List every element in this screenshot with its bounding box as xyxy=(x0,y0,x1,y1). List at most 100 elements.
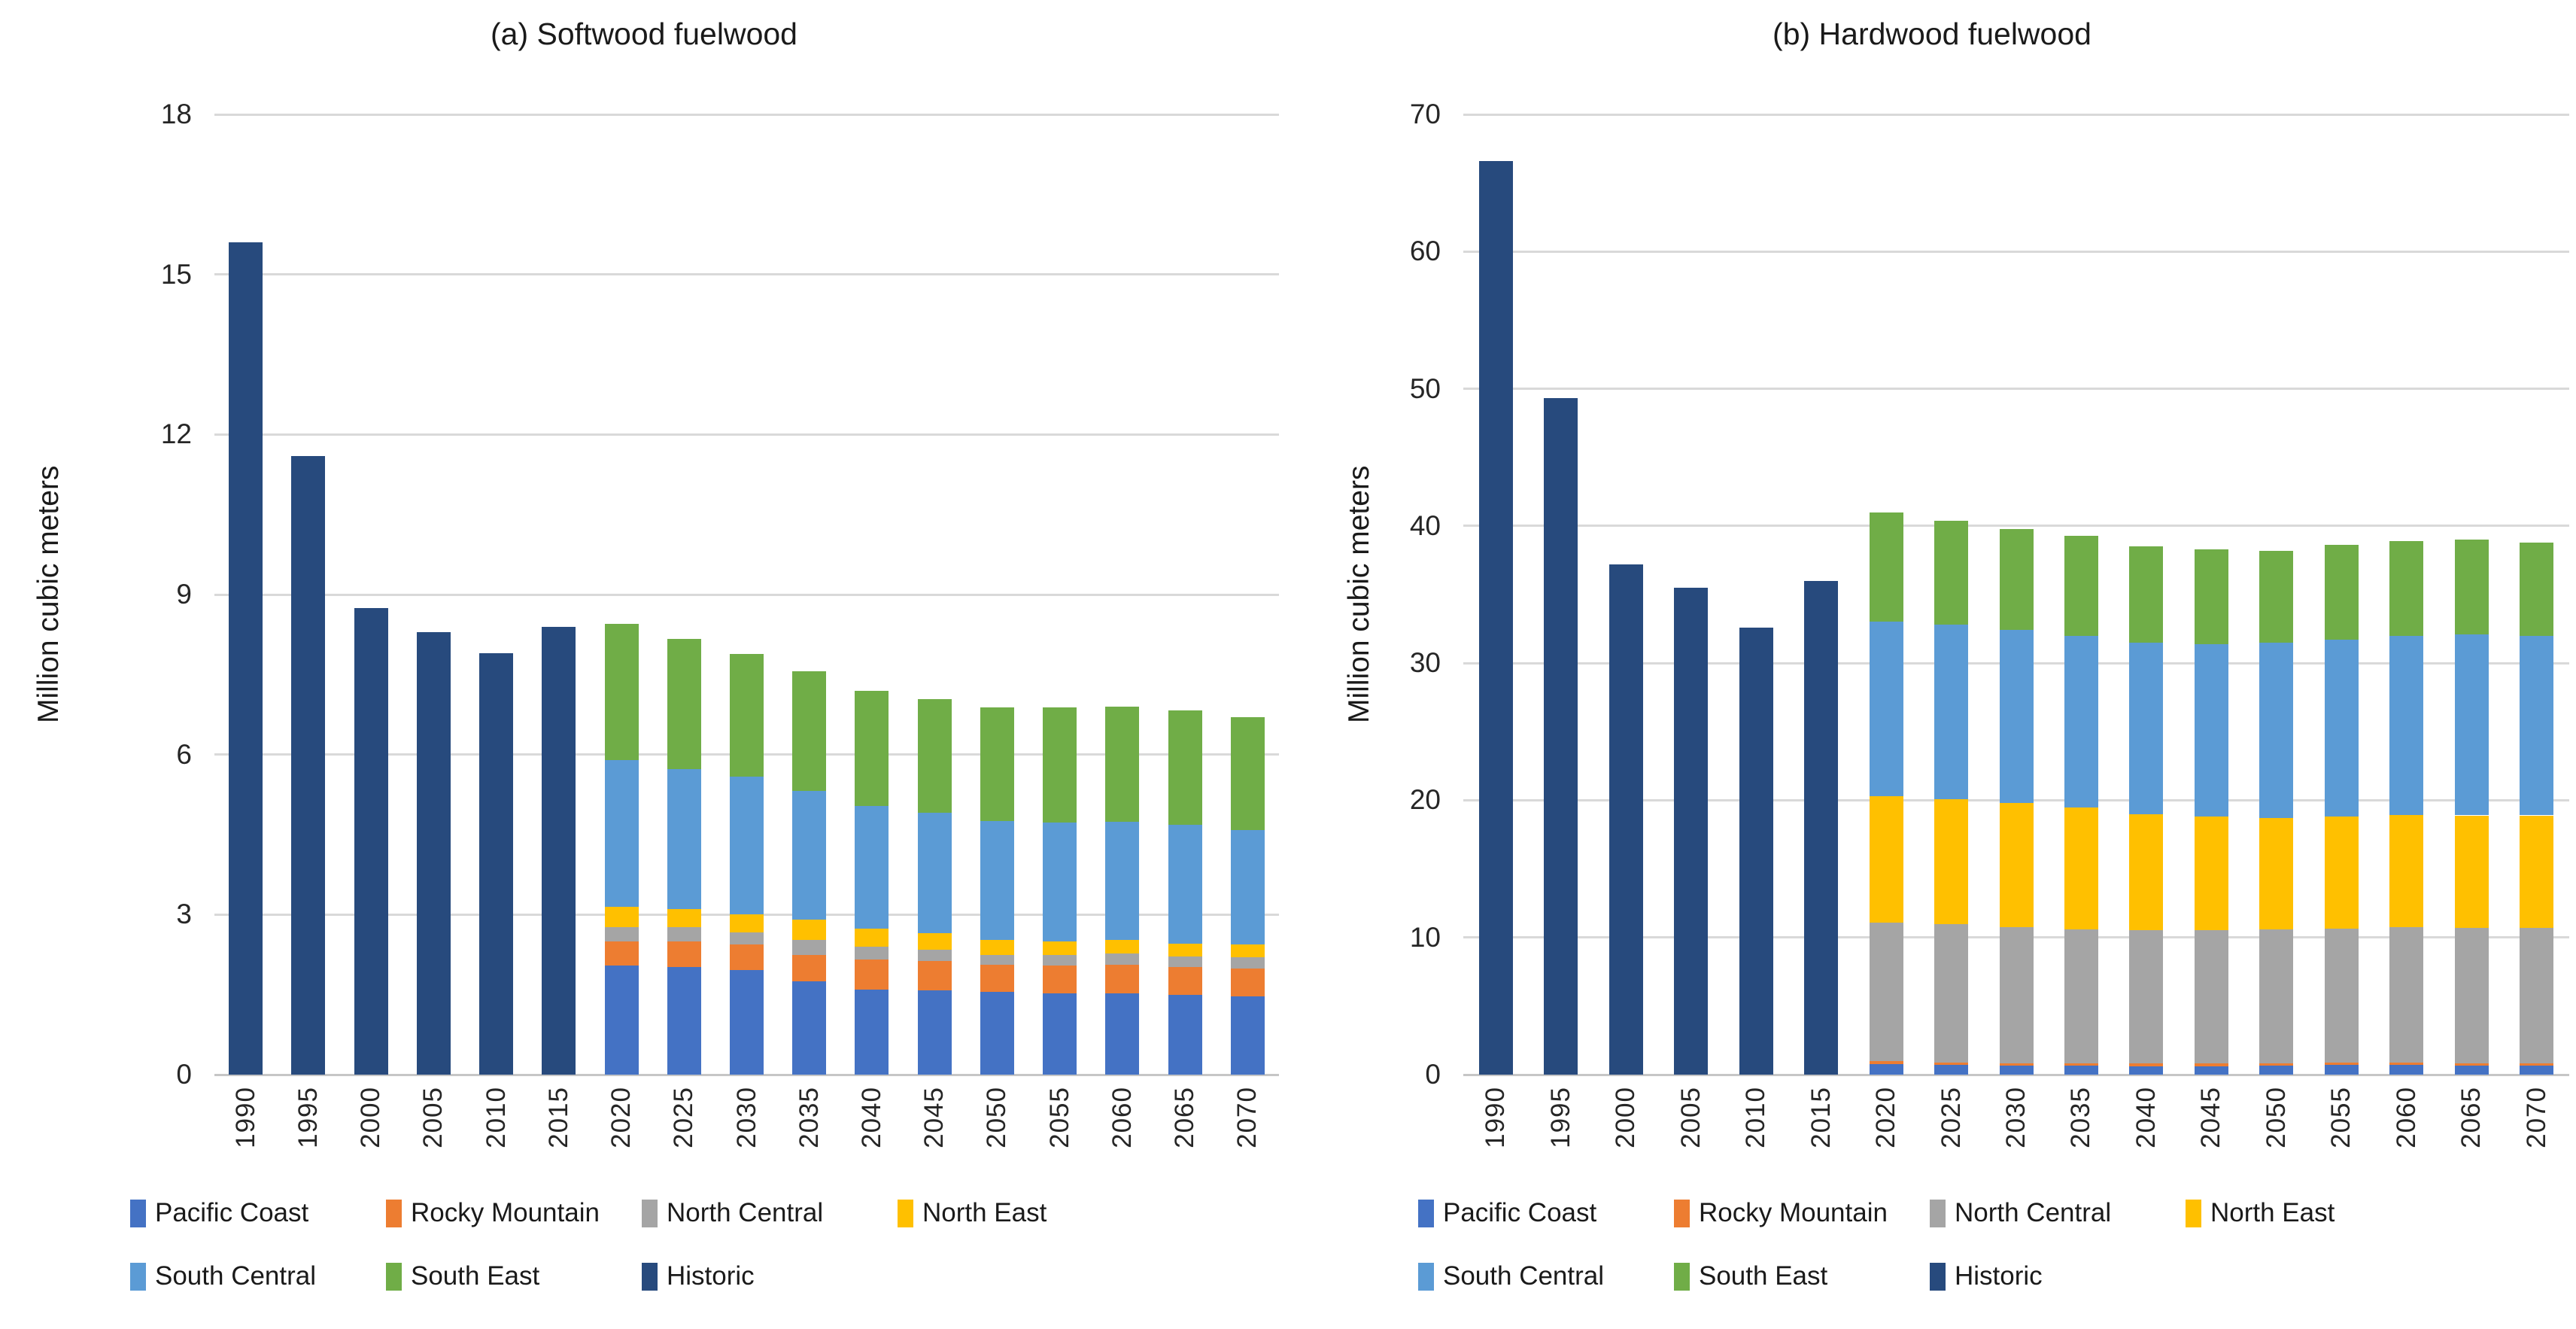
bar-segment-north-central-2045 xyxy=(2195,930,2228,1064)
x-axis-label-2005: 2005 xyxy=(1676,1087,1706,1148)
bar-segment-south-east-2065 xyxy=(2455,540,2489,634)
bar-segment-south-east-2060 xyxy=(2389,540,2423,636)
bar-segment-south-east-2025 xyxy=(667,638,701,769)
bar-segment-south-central-2055 xyxy=(2325,640,2359,817)
gridline-60 xyxy=(1463,251,2569,253)
bar-segment-south-central-2050 xyxy=(980,820,1014,941)
bar-segment-rocky-mountain-2050 xyxy=(2259,1063,2293,1066)
legend-item-rocky-mountain: Rocky Mountain xyxy=(386,1198,600,1228)
legend-item-north-central: North Central xyxy=(642,1198,823,1228)
bar-segment-pacific-coast-2025 xyxy=(667,966,701,1075)
legend-label-north-central: North Central xyxy=(667,1198,824,1227)
legend-swatch-north-east xyxy=(898,1199,913,1227)
legend-swatch-rocky-mountain xyxy=(386,1199,402,1227)
bar-segment-historic-1990 xyxy=(229,242,263,1075)
bar-segment-pacific-coast-2055 xyxy=(2325,1065,2359,1075)
legend-label-south-central: South Central xyxy=(155,1261,317,1291)
bar-segment-rocky-mountain-2060 xyxy=(2389,1062,2423,1066)
bar-segment-south-east-2050 xyxy=(980,707,1014,821)
x-axis-label-2045: 2045 xyxy=(2196,1087,2225,1148)
bar-segment-north-central-2050 xyxy=(2259,929,2293,1063)
bar-segment-south-east-2070 xyxy=(2520,542,2553,636)
legend-label-north-east: North East xyxy=(922,1198,1047,1227)
bar-segment-north-east-2065 xyxy=(2455,815,2489,928)
bar-segment-south-central-2070 xyxy=(1231,829,1265,945)
bar-segment-pacific-coast-2050 xyxy=(980,992,1014,1075)
legend-swatch-south-central xyxy=(130,1262,146,1291)
legend-swatch-south-east xyxy=(1674,1262,1690,1291)
legend-label-north-east: North East xyxy=(2210,1198,2335,1227)
x-axis-label-2065: 2065 xyxy=(2456,1087,2486,1148)
bar-segment-north-east-2035 xyxy=(792,920,826,940)
bar-segment-pacific-coast-2050 xyxy=(2259,1066,2293,1075)
x-axis-label-2020: 2020 xyxy=(1871,1087,1900,1148)
legend-swatch-historic xyxy=(1930,1262,1946,1291)
bar-segment-pacific-coast-2030 xyxy=(2000,1066,2034,1075)
bar-segment-pacific-coast-2040 xyxy=(2129,1066,2163,1075)
bar-segment-north-east-2065 xyxy=(1168,943,1202,957)
bar-segment-rocky-mountain-2070 xyxy=(1231,968,1265,996)
y-tick-label-15: 15 xyxy=(160,259,192,290)
bar-segment-pacific-coast-2025 xyxy=(1934,1065,1968,1075)
x-axis-label-2025: 2025 xyxy=(669,1087,698,1148)
legend-item-north-east: North East xyxy=(2186,1198,2334,1228)
bar-segment-north-central-2060 xyxy=(2389,927,2423,1063)
y-tick-label-50: 50 xyxy=(1409,373,1441,404)
bar-segment-south-central-2045 xyxy=(918,812,952,934)
bar-segment-south-central-2050 xyxy=(2259,642,2293,819)
x-axis-label-2030: 2030 xyxy=(732,1087,761,1148)
bar-segment-pacific-coast-2070 xyxy=(2520,1066,2553,1075)
legend-label-north-central: North Central xyxy=(1955,1198,2112,1227)
bar-segment-rocky-mountain-2055 xyxy=(1043,965,1077,994)
bar-segment-rocky-mountain-2065 xyxy=(2455,1063,2489,1066)
plot-area-hardwood xyxy=(1463,114,2569,1076)
bar-segment-south-central-2030 xyxy=(730,776,764,914)
bar-segment-north-central-2035 xyxy=(792,939,826,955)
bar-segment-south-east-2050 xyxy=(2259,550,2293,643)
bar-segment-historic-2000 xyxy=(1609,564,1643,1075)
bar-segment-historic-1995 xyxy=(291,455,325,1075)
bar-segment-south-central-2020 xyxy=(605,759,639,907)
legend-item-north-central: North Central xyxy=(1930,1198,2111,1228)
bar-segment-rocky-mountain-2025 xyxy=(1934,1062,1968,1066)
x-axis-label-2035: 2035 xyxy=(2066,1087,2095,1148)
legend-swatch-north-east xyxy=(2186,1199,2201,1227)
bar-segment-pacific-coast-2045 xyxy=(918,990,952,1075)
legend-label-rocky-mountain: Rocky Mountain xyxy=(1699,1198,1888,1227)
bar-segment-rocky-mountain-2035 xyxy=(792,954,826,981)
x-axis-label-2070: 2070 xyxy=(2522,1087,2551,1148)
legend-item-pacific-coast: Pacific Coast xyxy=(130,1198,308,1228)
gridline-12 xyxy=(214,433,1279,436)
x-axis-label-2055: 2055 xyxy=(2326,1087,2356,1148)
legend-item-pacific-coast: Pacific Coast xyxy=(1418,1198,1596,1228)
y-tick-label-40: 40 xyxy=(1409,510,1441,541)
bar-segment-north-east-2070 xyxy=(1231,944,1265,958)
bar-segment-south-east-2055 xyxy=(1043,707,1077,823)
bar-segment-south-east-2035 xyxy=(792,671,826,791)
gridline-18 xyxy=(214,114,1279,116)
y-tick-label-12: 12 xyxy=(160,418,192,449)
x-axis-label-2015: 2015 xyxy=(1806,1087,1836,1148)
bar-segment-north-east-2045 xyxy=(918,933,952,950)
bar-segment-historic-1995 xyxy=(1544,398,1578,1075)
legend-swatch-south-east xyxy=(386,1262,402,1291)
bar-segment-rocky-mountain-2030 xyxy=(730,944,764,971)
bar-segment-north-east-2040 xyxy=(2129,814,2163,931)
bar-segment-north-central-2055 xyxy=(2325,928,2359,1063)
gridline-70 xyxy=(1463,114,2569,116)
bar-segment-north-central-2035 xyxy=(2064,929,2098,1063)
x-axis-label-1995: 1995 xyxy=(1546,1087,1575,1148)
y-tick-label-20: 20 xyxy=(1409,784,1441,815)
y-tick-label-10: 10 xyxy=(1409,922,1441,953)
bar-segment-pacific-coast-2065 xyxy=(2455,1066,2489,1075)
bar-segment-south-east-2040 xyxy=(2129,546,2163,643)
y-tick-label-9: 9 xyxy=(176,579,192,610)
bar-segment-south-central-2030 xyxy=(2000,630,2034,804)
bar-segment-south-central-2025 xyxy=(1934,625,1968,799)
bar-segment-north-east-2050 xyxy=(2259,818,2293,929)
bar-segment-north-east-2030 xyxy=(730,914,764,932)
bar-segment-south-central-2065 xyxy=(2455,634,2489,816)
bar-segment-north-east-2025 xyxy=(1934,798,1968,924)
bar-segment-north-central-2040 xyxy=(2129,930,2163,1064)
bar-segment-north-east-2055 xyxy=(1043,941,1077,955)
